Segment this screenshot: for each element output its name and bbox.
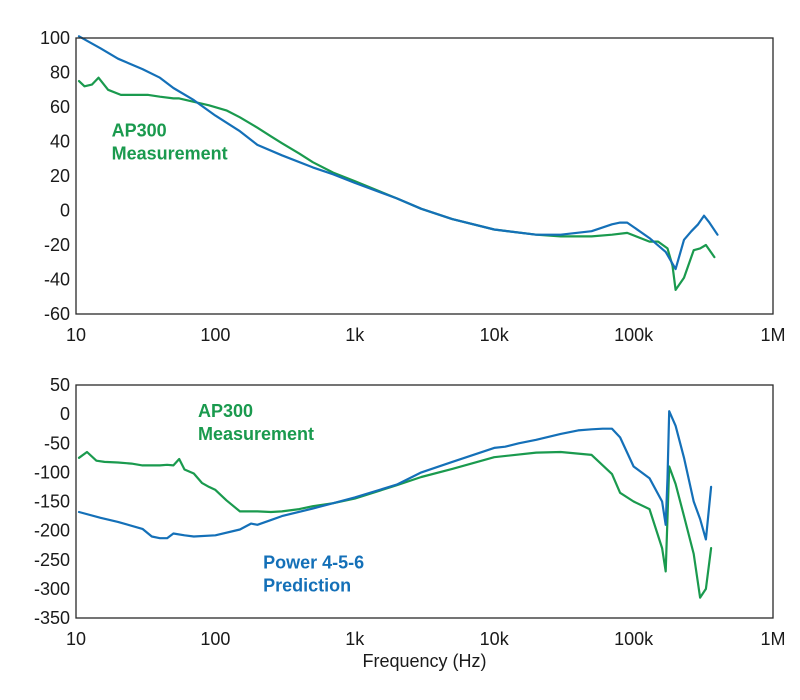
chart1-y-tick-label: 50 [50, 375, 70, 395]
chart1-prediction-line [77, 410, 713, 541]
chart1-y-tick-label: -100 [34, 462, 70, 482]
chart1-measurement-line [77, 450, 713, 599]
chart1-annotation-prediction: Power 4-5-6 Prediction [263, 552, 364, 595]
chart1-y-tick-label: 0 [60, 404, 70, 424]
chart1-x-tick-label: 100k [614, 629, 654, 649]
chart1-y-tick-label: -350 [34, 608, 70, 628]
chart1-x-tick-label: 100 [200, 629, 230, 649]
chart1-y-tick-label: -200 [34, 521, 70, 541]
chart1-y-tick-label: -250 [34, 550, 70, 570]
chart0-x-tick-label: 10k [480, 325, 510, 345]
chart0-y-tick-label: 0 [60, 201, 70, 221]
chart0-x-tick-label: 10 [66, 325, 86, 345]
chart0-y-tick-label: 100 [40, 28, 70, 48]
chart0-measurement-line [77, 76, 716, 291]
chart0-y-tick-label: 60 [50, 97, 70, 117]
chart0-y-tick-label: 20 [50, 166, 70, 186]
chart0-y-tick-label: 80 [50, 63, 70, 83]
chart1-x-tick-label: 1M [760, 629, 785, 649]
chart1-y-tick-label: -50 [44, 433, 70, 453]
chart1-plot-frame [75, 384, 774, 619]
chart0-x-tick-label: 1M [760, 325, 785, 345]
chart0-y-tick-label: 40 [50, 132, 70, 152]
chart0-annotation-measurement: AP300 Measurement [112, 120, 228, 163]
chart0-y-tick-label: -20 [44, 235, 70, 255]
chart1-x-tick-label: 1k [345, 629, 365, 649]
chart1-y-tick-label: -150 [34, 492, 70, 512]
chart0-plot-frame [75, 37, 774, 315]
chart0-prediction-line [77, 35, 719, 271]
chart1-x-axis-label: Frequency (Hz) [362, 651, 486, 671]
chart0-x-tick-label: 1k [345, 325, 365, 345]
chart0-x-tick-label: 100k [614, 325, 654, 345]
chart0-x-tick-label: 100 [200, 325, 230, 345]
chart1-annotation-measurement: AP300 Measurement [198, 401, 314, 444]
chart0-y-tick-label: -60 [44, 304, 70, 324]
chart1-x-tick-label: 10k [480, 629, 510, 649]
chart0-y-tick-label: -40 [44, 270, 70, 290]
chart1-y-tick-label: -300 [34, 579, 70, 599]
chart1-x-tick-label: 10 [66, 629, 86, 649]
